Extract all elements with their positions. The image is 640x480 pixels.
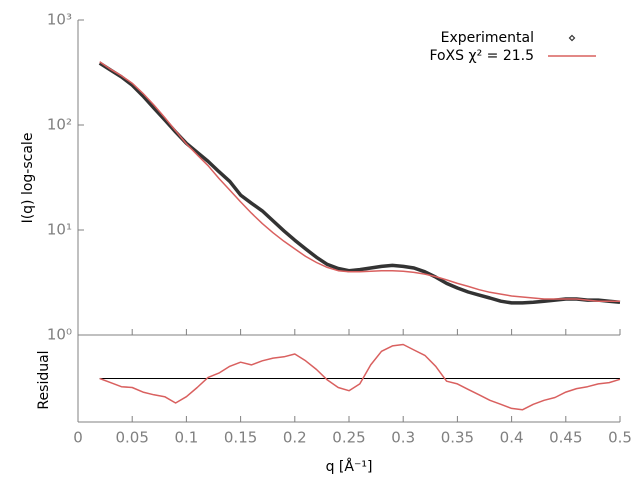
x-tick-label: 0.25: [332, 429, 365, 447]
y-tick-label: 10⁰: [47, 326, 72, 344]
x-tick-label: 0.45: [549, 429, 582, 447]
x-tick-label: 0.4: [500, 429, 524, 447]
residual-label: Residual: [36, 350, 52, 409]
x-axis-label: q [Å⁻¹]: [326, 458, 373, 475]
series-line: [99, 61, 620, 302]
x-tick-label: 0.05: [115, 429, 148, 447]
x-tick-label: 0.1: [174, 429, 198, 447]
y-tick-label: 10¹: [47, 221, 72, 239]
legend-label: FoXS χ² = 21.5: [429, 48, 534, 64]
x-tick-label: 0.2: [283, 429, 307, 447]
y-tick-label: 10²: [47, 116, 72, 134]
x-tick-label: 0: [73, 429, 83, 447]
y-axis-label: I(q) log-scale: [20, 133, 36, 224]
series-line: [98, 61, 621, 305]
x-tick-label: 0.15: [224, 429, 257, 447]
x-tick-label: 0.3: [391, 429, 415, 447]
series-line: [99, 343, 621, 411]
x-tick-label: 0.35: [441, 429, 474, 447]
y-tick-label: 10³: [47, 11, 72, 29]
x-tick-label: 0.5: [608, 429, 632, 447]
legend-marker: [568, 34, 576, 42]
legend-label: Experimental: [441, 30, 534, 46]
